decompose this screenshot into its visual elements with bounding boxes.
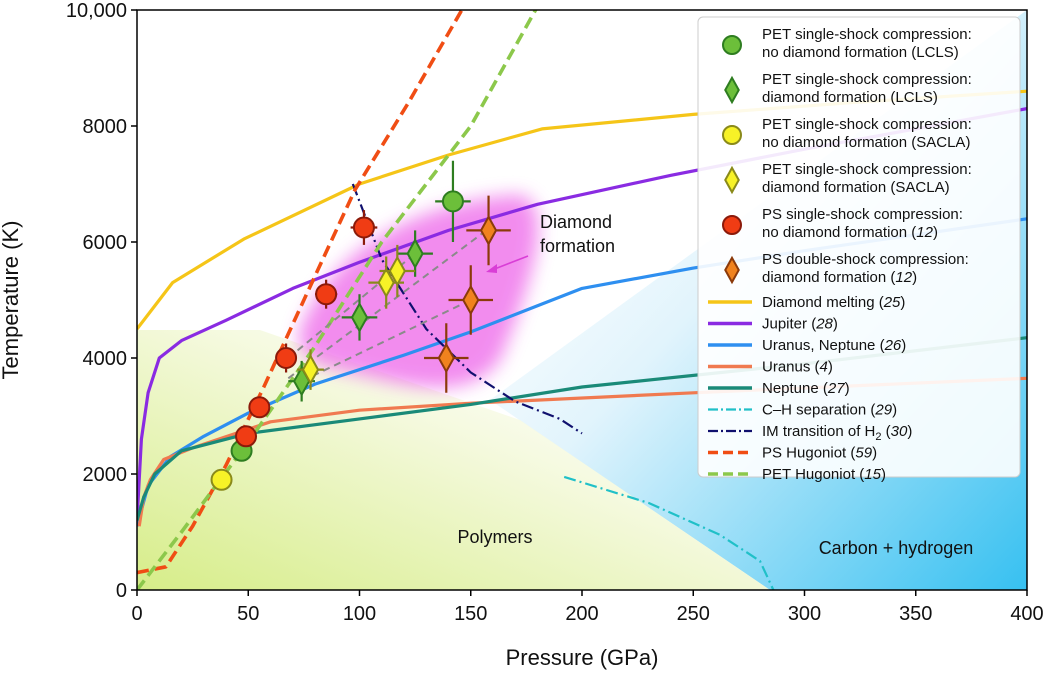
carbon-hydrogen-label: Carbon + hydrogen (819, 538, 974, 558)
data-point (248, 396, 271, 419)
x-axis-label: Pressure (GPa) (506, 645, 659, 670)
data-point (479, 214, 498, 246)
legend-box (697, 16, 1021, 478)
data-point (724, 75, 740, 105)
data-point (377, 267, 395, 299)
legend-item: PS single-shock compression:no diamond f… (722, 206, 963, 241)
curve-ch-separation (563, 475, 775, 590)
x-tick-label: 300 (788, 603, 821, 625)
legend-label: PET single-shock compression: (762, 26, 972, 43)
legend-item: PS Hugoniot (59) (708, 445, 877, 462)
x-tick-label: 50 (237, 603, 259, 625)
curve-jupiter (137, 107, 1027, 521)
legend-label: Jupiter (28) (762, 316, 838, 333)
connector-line (301, 299, 472, 383)
polymers-label: Polymers (457, 527, 532, 547)
curve-neptune (137, 336, 1027, 521)
data-point (722, 215, 742, 235)
x-tick-label: 200 (565, 603, 598, 625)
legend-item: PET single-shock compression:diamond for… (724, 161, 972, 196)
data-point (722, 125, 742, 145)
y-tick-label: 2000 (83, 464, 128, 486)
data-point (388, 255, 406, 287)
x-axis: 0 50 100 150 200 250 300 350 400 (131, 590, 1044, 625)
y-axis: 0 2000 4000 6000 8000 10,000 (66, 0, 137, 602)
legend-label: PS double-shock compression: (762, 251, 969, 268)
data-point (275, 347, 298, 369)
legend-item: PET single-shock compression:diamond for… (724, 71, 972, 106)
y-tick-label: 8000 (83, 116, 128, 138)
y-axis-label: Temperature (K) (0, 221, 23, 380)
y-tick-label: 0 (116, 580, 127, 602)
curve-ps-hugoniot (137, 10, 464, 575)
legend-item: PET single-shock compression:no diamond … (722, 116, 972, 151)
data-point (235, 425, 258, 448)
polymers-region (137, 330, 770, 590)
legend-label: PET single-shock compression: (762, 161, 972, 178)
legend-item: Jupiter (28) (708, 316, 838, 333)
y-tick-label: 6000 (83, 232, 128, 254)
legend-label: no diamond formation (SACLA) (762, 134, 970, 151)
legend-label: PS single-shock compression: (762, 206, 963, 223)
legend-label: PET single-shock compression: (762, 116, 972, 133)
connector-line (287, 229, 487, 380)
data-point (301, 354, 320, 386)
legend-label: diamond formation (SACLA) (762, 179, 950, 196)
x-tick-label: 350 (899, 603, 932, 625)
data-point (352, 216, 375, 239)
legend-item: IM transition of H2 (30) (708, 423, 912, 443)
x-tick-label: 0 (131, 603, 142, 625)
legend-item: Neptune (27) (708, 380, 850, 397)
curves-layer (137, 10, 1027, 590)
legend-label: PS Hugoniot (59) (762, 445, 877, 462)
points-layer (210, 160, 511, 491)
legend-label: Neptune (27) (762, 380, 850, 397)
data-point (724, 165, 740, 195)
legend-label: Uranus, Neptune (26) (762, 337, 906, 354)
legend: PET single-shock compression:no diamond … (697, 16, 1021, 483)
data-point (315, 283, 338, 306)
legend-item: Diamond melting (25) (708, 294, 905, 311)
legend-label: C–H separation (29) (762, 402, 897, 419)
diamond-formation-label-line2: formation (540, 236, 615, 256)
x-tick-label: 150 (454, 603, 487, 625)
data-point (437, 342, 455, 374)
y-tick-label: 4000 (83, 348, 128, 370)
y-tick-label: 10,000 (66, 0, 127, 22)
legend-item: Uranus, Neptune (26) (708, 337, 906, 354)
legend-label: no diamond formation (12) (762, 224, 938, 241)
curve-pet-hugoniot (137, 10, 538, 590)
legend-item: PET single-shock compression:no diamond … (722, 26, 972, 61)
data-point (210, 468, 233, 491)
diamond-formation-label-line1: Diamond (540, 212, 612, 232)
data-point (441, 190, 464, 213)
legend-label: no diamond formation (LCLS) (762, 44, 959, 61)
curve-im-transition (351, 183, 583, 435)
legend-label: IM transition of H2 (30) (762, 423, 912, 443)
data-point (350, 301, 369, 333)
legend-label: diamond formation (LCLS) (762, 89, 938, 106)
data-point (724, 255, 740, 285)
diamond-formation-arrow (486, 255, 529, 273)
data-point (406, 238, 424, 270)
x-tick-label: 400 (1010, 603, 1043, 625)
legend-label: Diamond melting (25) (762, 294, 905, 311)
x-tick-label: 250 (677, 603, 710, 625)
legend-item: PET Hugoniot (15) (708, 466, 886, 483)
data-point (462, 284, 480, 316)
data-point (722, 35, 742, 55)
legend-label: diamond formation (12) (762, 269, 917, 286)
legend-label: Uranus (4) (762, 359, 833, 376)
legend-label: PET Hugoniot (15) (762, 466, 886, 483)
legend-label: PET single-shock compression: (762, 71, 972, 88)
legend-item: C–H separation (29) (708, 402, 897, 419)
x-tick-label: 100 (343, 603, 376, 625)
legend-item: Uranus (4) (708, 359, 833, 376)
legend-item: PS double-shock compression:diamond form… (724, 251, 969, 286)
